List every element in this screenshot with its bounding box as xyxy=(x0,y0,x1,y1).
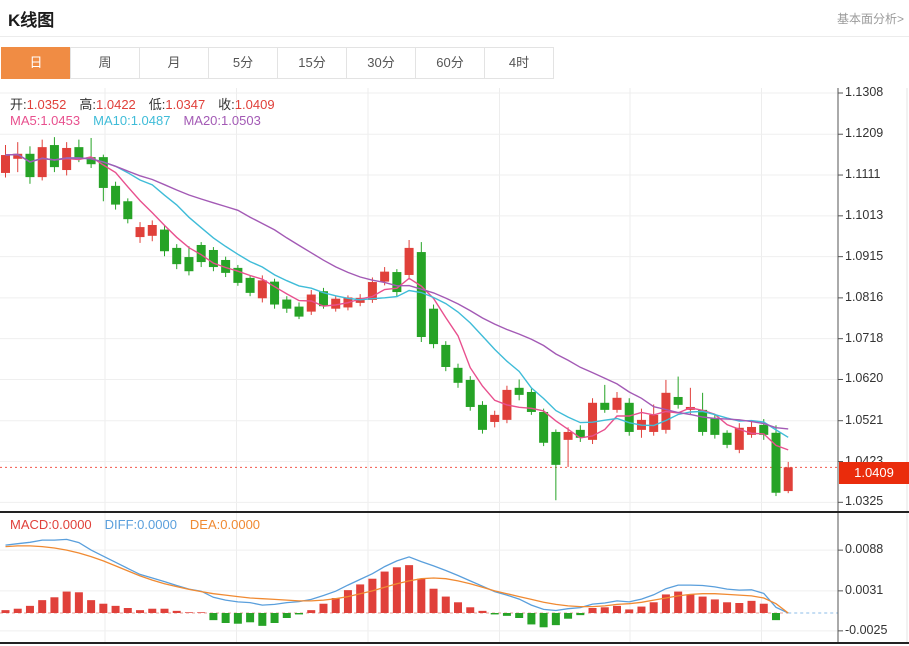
legend-item: 收:1.0409 xyxy=(218,97,275,112)
macd-tick-label: 0.0031 xyxy=(845,582,884,597)
price-tick-label: 1.0521 xyxy=(845,412,884,427)
legend-item: MA5:1.0453 xyxy=(10,113,81,128)
fundamental-analysis-link[interactable]: 基本面分析> xyxy=(836,12,904,26)
price-tick-label: 1.0325 xyxy=(845,494,884,509)
legend-item: 高:1.0422 xyxy=(79,97,136,112)
legend-item: 开:1.0352 xyxy=(10,97,67,112)
price-tick-label: 1.0620 xyxy=(845,371,884,386)
period-tabbar: 日周月 5分 15分 30分 60分 4时 xyxy=(1,47,554,79)
tab-period-30分[interactable]: 30分 xyxy=(346,47,416,79)
tab-period-周[interactable]: 周 xyxy=(70,47,140,79)
header-divider xyxy=(0,36,909,37)
legend-item: DEA:0.0000 xyxy=(189,517,261,532)
price-tick-label: 1.1111 xyxy=(845,167,881,182)
page-title: K线图 xyxy=(8,11,55,30)
price-tick-label: 1.0915 xyxy=(845,248,884,263)
price-tick-label: 1.1209 xyxy=(845,126,884,141)
macd-tick-label: 0.0088 xyxy=(845,542,884,557)
tab-period-15分[interactable]: 15分 xyxy=(277,47,347,79)
ohlc-legend: 开:1.0352 高:1.0422 低:1.0347 收:1.0409 xyxy=(10,94,288,113)
price-tick-label: 1.1013 xyxy=(845,207,884,222)
tab-period-4时[interactable]: 4时 xyxy=(484,47,554,79)
price-tick-label: 1.0718 xyxy=(845,330,884,345)
ma-legend: MA5:1.0453 MA10:1.0487 MA20:1.0503 xyxy=(10,113,274,128)
tab-period-月[interactable]: 月 xyxy=(139,47,209,79)
tab-period-5分[interactable]: 5分 xyxy=(208,47,278,79)
price-tick-label: 1.0816 xyxy=(845,289,884,304)
last-price-badge: 1.0409 xyxy=(839,462,909,484)
legend-item: MA20:1.0503 xyxy=(183,113,261,128)
macd-legend: MACD:0.0000 DIFF:0.0000 DEA:0.0000 xyxy=(10,517,273,532)
macd-tick-label: -0.0025 xyxy=(845,622,888,637)
tab-period-日[interactable]: 日 xyxy=(1,47,71,79)
legend-item: DIFF:0.0000 xyxy=(104,517,177,532)
legend-item: MACD:0.0000 xyxy=(10,517,92,532)
legend-item: MA10:1.0487 xyxy=(93,113,171,128)
tab-period-60分[interactable]: 60分 xyxy=(415,47,485,79)
price-tick-label: 1.1308 xyxy=(845,85,884,99)
legend-item: 低:1.0347 xyxy=(148,97,206,112)
